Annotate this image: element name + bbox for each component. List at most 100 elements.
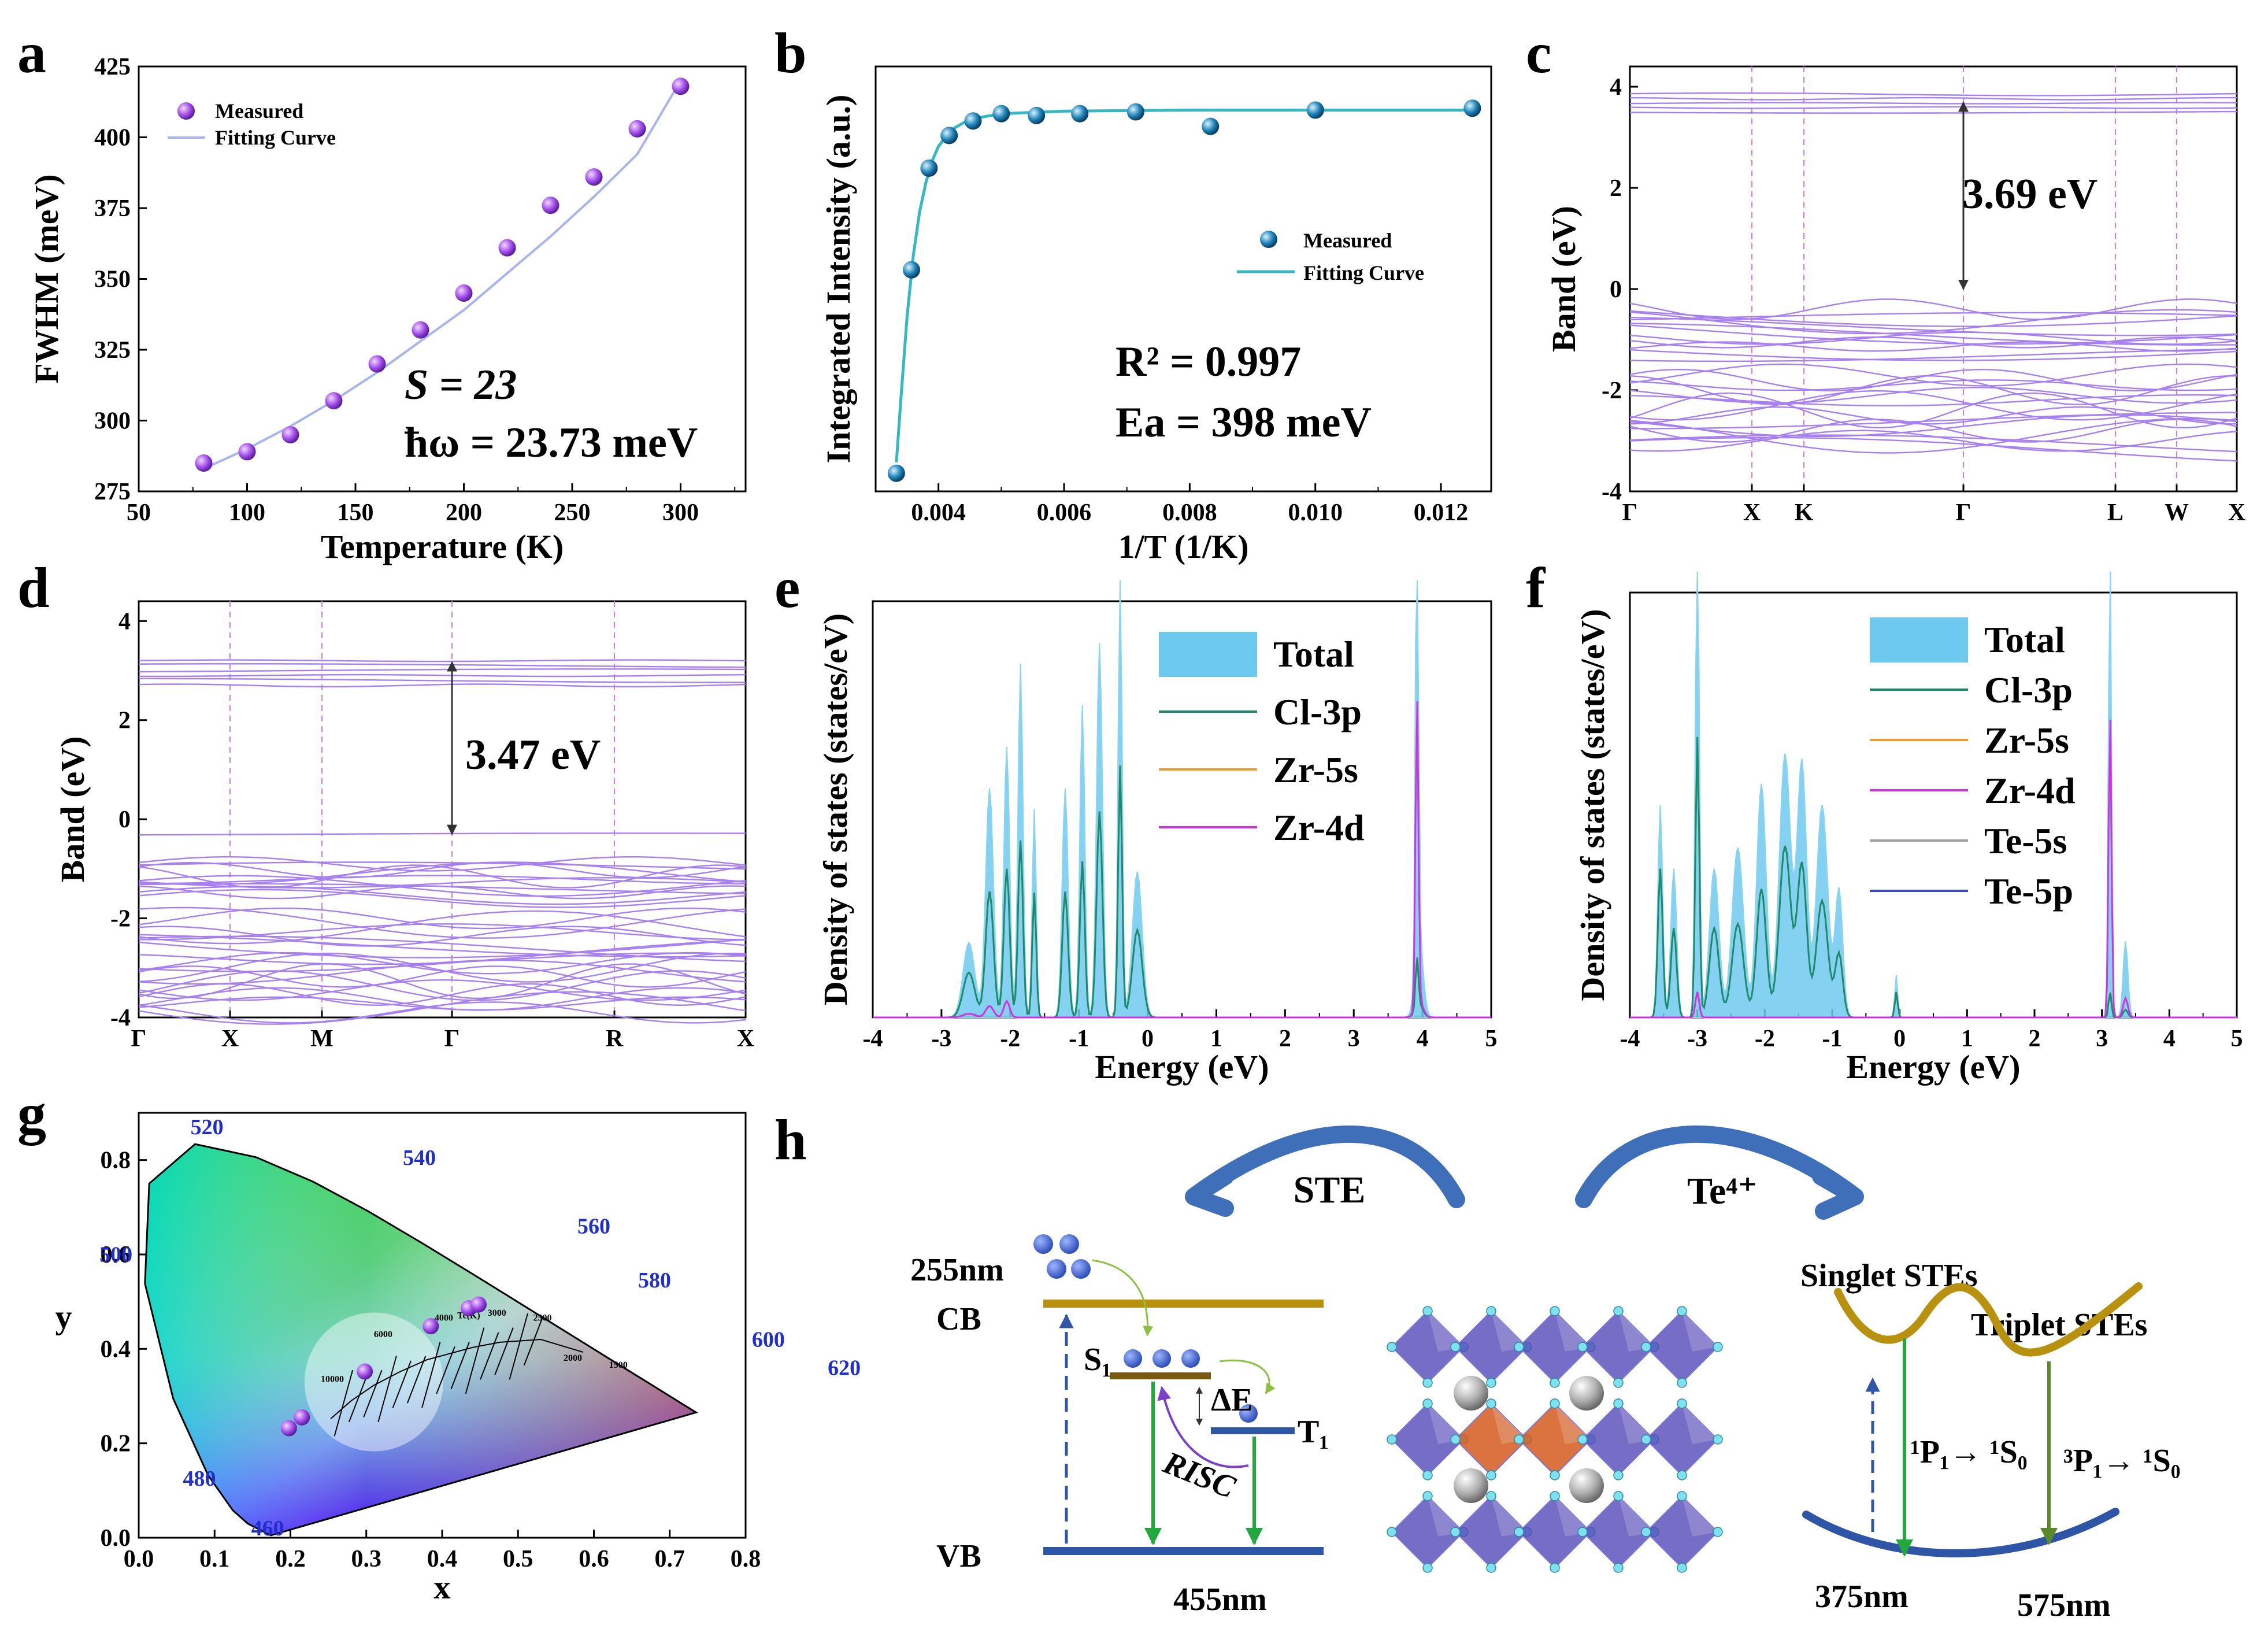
band-line: [1629, 324, 2237, 345]
electron-dot: [1059, 1234, 1079, 1254]
chromaticity-point: [423, 1318, 439, 1335]
x-tick-label: 0.012: [1414, 499, 1469, 526]
isotherm-line: [406, 1356, 427, 1404]
y-axis-title: Density of states (states/eV): [1574, 609, 1611, 1001]
isotherm-line: [523, 1317, 543, 1366]
octahedron-facet: [1491, 1311, 1527, 1352]
label-transition-2: ³P₁→ ¹S₀: [2063, 1443, 2181, 1479]
octahedron-facet: [1682, 1404, 1718, 1444]
wavelength-label: 480: [183, 1467, 216, 1491]
cl-atom: [1422, 1306, 1433, 1316]
octahedron-facet: [1682, 1496, 1718, 1537]
band-line: [1629, 387, 2237, 404]
cl-atom: [1613, 1491, 1624, 1501]
chart-e: -4 -3 -2 -1 0 1 2 3 4 5 Energy (eV) Density of stat…: [817, 580, 1498, 1086]
cl-atom: [1550, 1491, 1560, 1501]
wavelength-label: 600: [752, 1327, 785, 1352]
isotherm-line: [465, 1327, 485, 1394]
x-tick-label: 100: [229, 499, 265, 526]
data-point: [1028, 106, 1046, 124]
x-tick-label: 0.1: [199, 1546, 230, 1572]
k-point-label: Γ: [444, 1026, 460, 1052]
cie-spectral-locus: [144, 1143, 698, 1537]
wavelength-label: 500: [99, 1242, 132, 1267]
electron-dot: [1071, 1259, 1091, 1279]
y-axis-title: y: [55, 1298, 72, 1336]
cl-atom: [1422, 1563, 1433, 1573]
x-axis-title: Temperature (K): [321, 528, 564, 565]
legend-label-fit: Fitting Curve: [1303, 261, 1424, 284]
band-line: [138, 663, 746, 668]
cl-atom: [1387, 1434, 1397, 1445]
y-tick-label: 275: [94, 479, 131, 505]
x-tick-label: -2: [1000, 1026, 1020, 1052]
y-tick-label: 375: [94, 195, 131, 222]
annotation-hw: ħω = 23.73 meV: [405, 419, 698, 467]
chart-a: 50 100 150 200 250 300 275 300 325 350 375 400 425 Te…: [28, 54, 747, 565]
octahedron-facet: [1491, 1496, 1527, 1537]
band-line: [138, 861, 746, 879]
y-tick-label: 4: [118, 608, 131, 635]
cl-atom: [1514, 1434, 1524, 1445]
band-line: [138, 952, 746, 965]
band-line: [1629, 323, 2237, 346]
electron-dot: [1124, 1349, 1142, 1368]
octahedron-facet: [1555, 1404, 1591, 1444]
x-tick-label: -1: [1069, 1026, 1089, 1052]
y-tick-label: 0: [1610, 276, 1622, 303]
y-axis-title: Integrated Intensity (a.u.): [820, 95, 857, 464]
band-line: [1629, 390, 2237, 421]
data-point: [195, 454, 213, 472]
x-tick-label: 0.004: [911, 499, 966, 526]
data-point: [1306, 101, 1324, 119]
band-line: [1629, 336, 2237, 349]
band-line: [138, 910, 746, 945]
chromaticity-point: [470, 1296, 487, 1313]
band-line: [1629, 363, 2237, 387]
band-line: [138, 875, 746, 884]
label-t1: T₁: [1298, 1414, 1329, 1450]
k-point-label: K: [1795, 499, 1814, 526]
legend-label: Te-5s: [1984, 820, 2067, 861]
octahedron-facet: [1618, 1404, 1654, 1444]
panel-letter-g: g: [17, 1082, 46, 1146]
band-line: [1629, 406, 2237, 425]
octahedron-facet: [1428, 1311, 1463, 1352]
x-tick-label: -1: [1822, 1026, 1843, 1052]
cl-atom: [1486, 1563, 1496, 1573]
wavelength-label: 460: [251, 1516, 284, 1541]
crystal-structure: [1387, 1306, 1723, 1573]
band-line: [138, 875, 746, 897]
panel-letter-d: d: [17, 556, 50, 620]
relaxation-arrow: [1092, 1259, 1154, 1337]
cl-atom: [1641, 1434, 1651, 1445]
x-tick-label: 0.008: [1162, 499, 1217, 526]
band-line: [138, 938, 746, 958]
band-line: [138, 659, 746, 662]
octahedron-facet: [1428, 1404, 1463, 1444]
y-tick-label: 300: [94, 408, 131, 435]
data-point: [1463, 99, 1481, 117]
k-point-label: Γ: [131, 1026, 147, 1052]
label-emission-1: 375nm: [1815, 1579, 1908, 1615]
y-axis-title: FWHM (meV): [28, 174, 65, 383]
isotherm-line: [480, 1332, 499, 1380]
isotherm-line: [377, 1356, 397, 1423]
band-line: [138, 970, 746, 1001]
wavelength-label: 620: [828, 1356, 861, 1380]
panel-letter-a: a: [17, 21, 46, 85]
cl-atom: [1713, 1434, 1723, 1445]
x-tick-label: 1: [1210, 1026, 1222, 1052]
band-line: [138, 861, 746, 885]
isotherm-line: [348, 1374, 368, 1423]
legend-label: Zr-5s: [1273, 749, 1358, 790]
x-tick-label: 300: [662, 499, 699, 526]
data-point: [628, 120, 646, 138]
band-line: [1629, 309, 2237, 335]
cl-atom: [1677, 1563, 1687, 1573]
cl-atom: [1677, 1306, 1687, 1316]
cie-white-region: [304, 1312, 443, 1452]
band-line: [1629, 349, 2237, 361]
band-line: [1629, 419, 2237, 443]
